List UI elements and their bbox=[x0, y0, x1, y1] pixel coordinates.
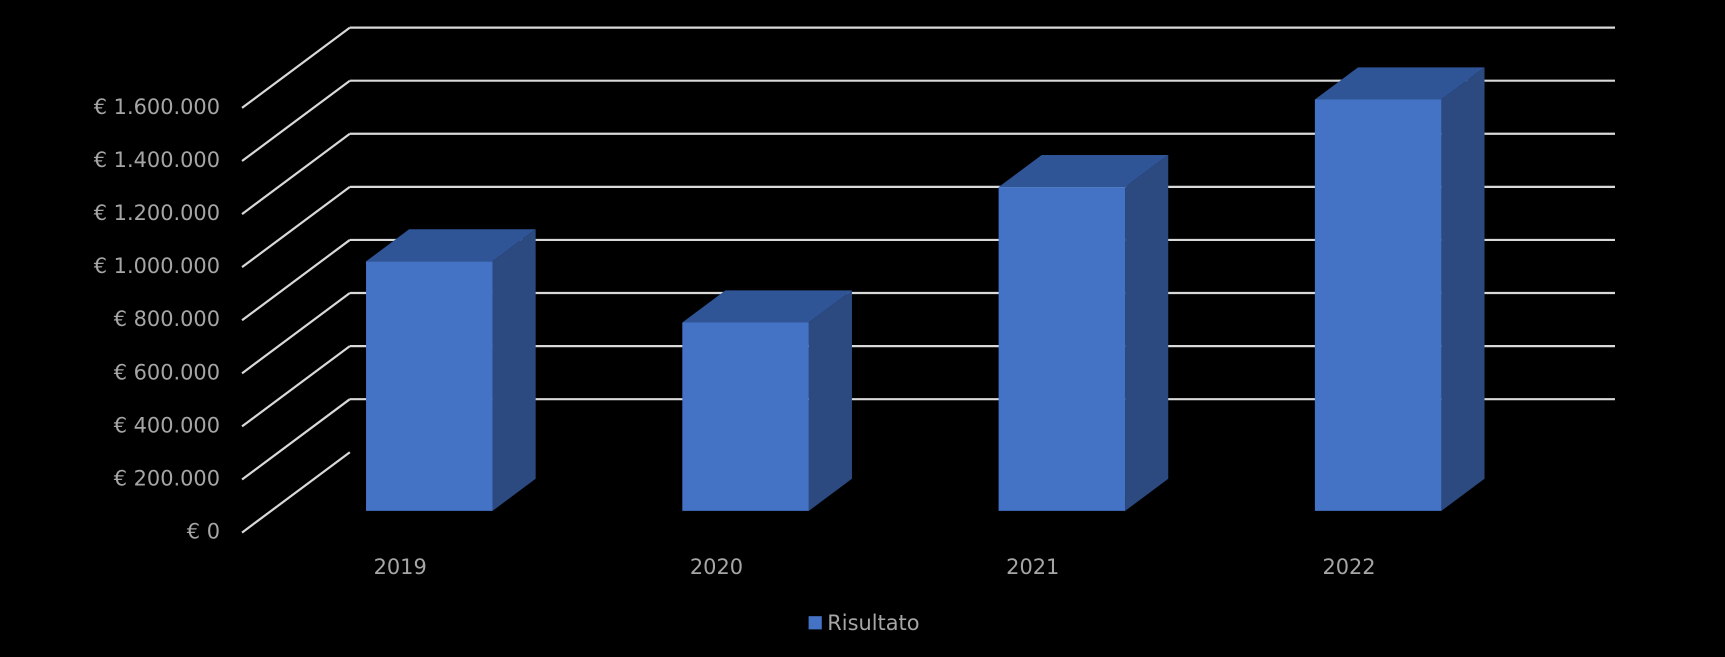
bar bbox=[682, 322, 809, 511]
grid-line-side bbox=[241, 239, 351, 322]
y-tick-label: € 800.000 bbox=[114, 307, 220, 331]
y-tick-label: € 600.000 bbox=[114, 360, 220, 384]
grid-line-side bbox=[241, 292, 351, 375]
y-tick-label: € 1.000.000 bbox=[94, 254, 220, 278]
bar-top bbox=[366, 229, 536, 262]
bar-side bbox=[492, 229, 536, 511]
y-tick-label: € 1.200.000 bbox=[94, 201, 220, 225]
bar bbox=[366, 261, 493, 511]
x-tick-label: 2019 bbox=[374, 555, 427, 579]
y-tick-label: € 200.000 bbox=[114, 466, 220, 490]
y-tick-label: € 400.000 bbox=[114, 413, 220, 437]
bar-top bbox=[1314, 67, 1485, 100]
grid-line-side bbox=[241, 398, 351, 481]
y-tick-label: € 1.400.000 bbox=[94, 148, 220, 172]
bar-side bbox=[808, 290, 852, 511]
bar-side bbox=[1125, 154, 1169, 511]
bar-side bbox=[1441, 67, 1485, 511]
y-tick-label: € 0 bbox=[187, 520, 220, 544]
x-tick-label: 2021 bbox=[1006, 555, 1059, 579]
bar bbox=[1314, 99, 1442, 511]
grid-line-side bbox=[241, 185, 351, 269]
x-tick-label: 2022 bbox=[1322, 555, 1375, 579]
grid-line-side bbox=[241, 79, 351, 162]
bar-top bbox=[682, 290, 852, 323]
grid-line-side bbox=[241, 345, 351, 428]
legend-swatch bbox=[808, 616, 822, 630]
bar bbox=[998, 187, 1126, 511]
y-tick-label: € 1.600.000 bbox=[94, 95, 220, 119]
grid-line-side bbox=[241, 451, 351, 534]
grid-line-side bbox=[241, 26, 351, 109]
bar-top bbox=[998, 154, 1169, 188]
grid-line-side bbox=[241, 132, 351, 215]
x-tick-label: 2020 bbox=[690, 555, 743, 579]
legend-label: Risultato bbox=[827, 611, 919, 635]
